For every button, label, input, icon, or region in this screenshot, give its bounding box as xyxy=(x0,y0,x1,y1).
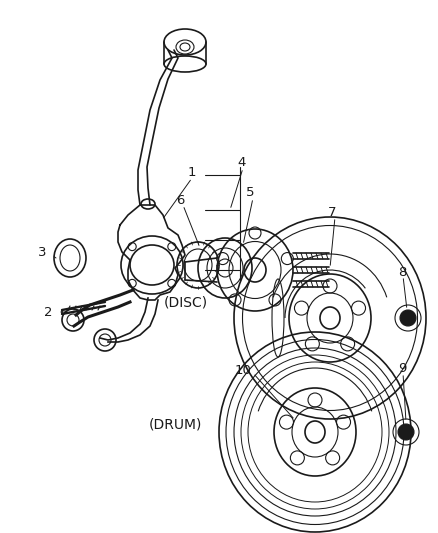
Text: 2: 2 xyxy=(44,305,52,319)
Text: 9: 9 xyxy=(398,361,406,375)
Text: 4: 4 xyxy=(238,156,246,168)
Text: 7: 7 xyxy=(328,206,336,219)
Text: 6: 6 xyxy=(176,193,184,206)
Text: 3: 3 xyxy=(38,246,46,260)
Text: 5: 5 xyxy=(246,185,254,198)
Text: (DISC): (DISC) xyxy=(164,295,208,309)
Circle shape xyxy=(398,424,414,440)
Text: (DRUM): (DRUM) xyxy=(148,418,201,432)
Text: 1: 1 xyxy=(188,166,196,180)
Text: 8: 8 xyxy=(398,265,406,279)
Circle shape xyxy=(400,310,416,326)
Text: 10: 10 xyxy=(235,364,251,376)
